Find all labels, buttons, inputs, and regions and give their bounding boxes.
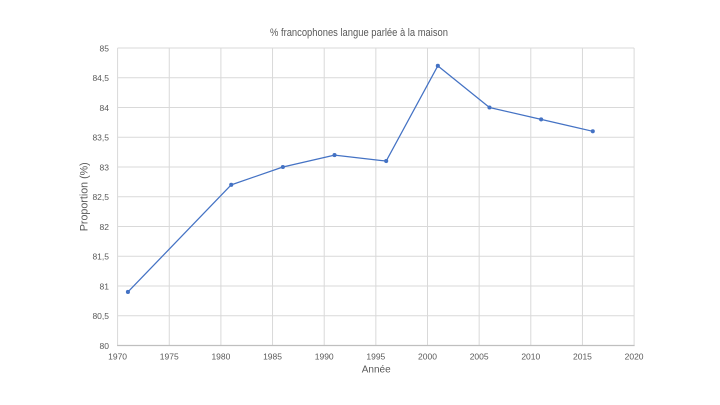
svg-text:1970: 1970 [108,352,127,362]
svg-text:1975: 1975 [160,352,179,362]
svg-text:1990: 1990 [315,352,334,362]
svg-text:1995: 1995 [366,352,385,362]
svg-text:2015: 2015 [573,352,592,362]
svg-text:82,5: 82,5 [92,192,109,202]
svg-text:2010: 2010 [521,352,540,362]
svg-text:2020: 2020 [625,352,644,362]
svg-text:1980: 1980 [211,352,230,362]
svg-text:80,5: 80,5 [92,311,109,321]
svg-text:1985: 1985 [263,352,282,362]
svg-text:85: 85 [100,43,110,53]
svg-text:84: 84 [100,103,110,113]
svg-text:Proportion (%): Proportion (%) [79,162,91,231]
svg-text:81,5: 81,5 [92,252,109,262]
svg-text:83,5: 83,5 [92,133,109,143]
svg-text:2000: 2000 [418,352,437,362]
svg-text:84,5: 84,5 [92,73,109,83]
svg-text:Année: Année [362,365,391,376]
svg-text:82: 82 [100,222,110,232]
svg-text:80: 80 [100,341,110,351]
svg-text:83: 83 [100,162,110,172]
svg-text:% francophones langue parlée à: % francophones langue parlée à la maison [270,27,448,39]
svg-text:2005: 2005 [470,352,489,362]
svg-text:81: 81 [100,281,110,291]
